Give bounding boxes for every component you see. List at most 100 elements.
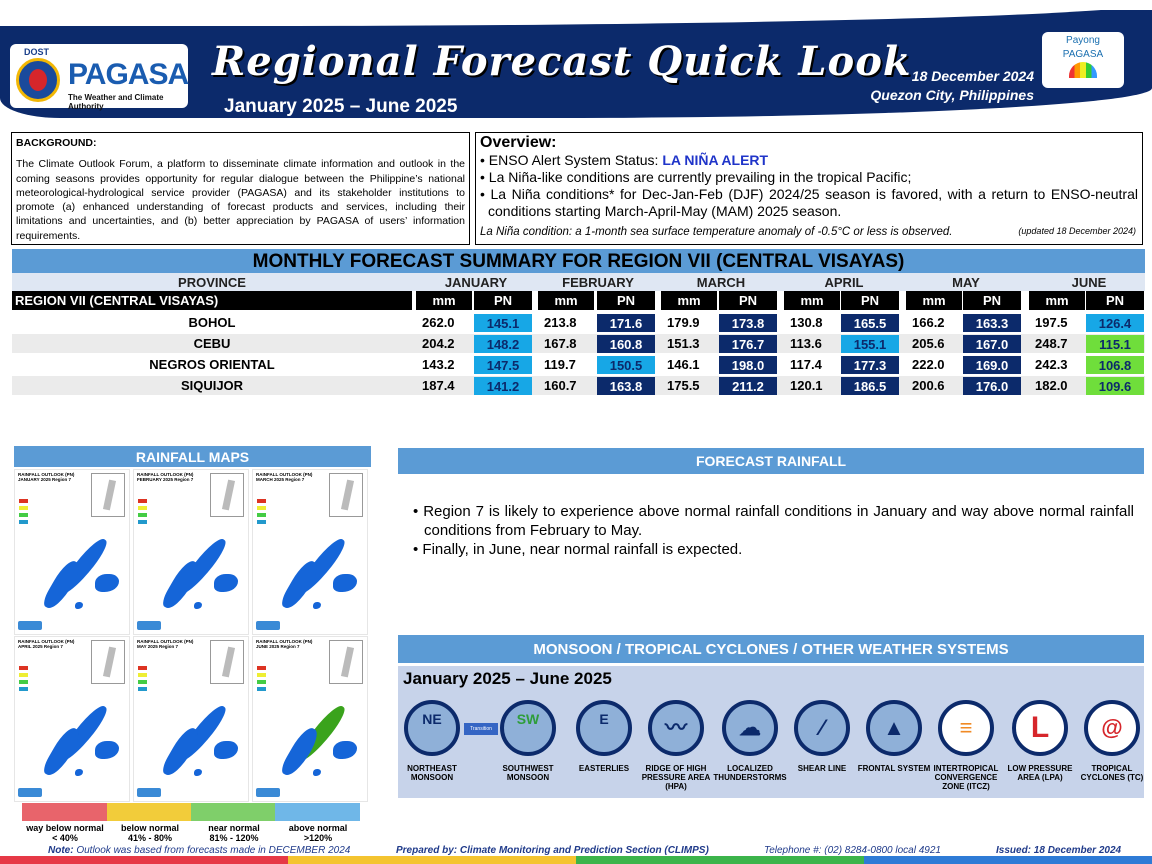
region-label: REGION VII (CENTRAL VISAYAS) (12, 291, 412, 310)
province-name: NEGROS ORIENTAL (149, 357, 275, 372)
legend-swatch (257, 680, 266, 684)
forecast-rainfall-list: Region 7 is likely to experience above n… (408, 502, 1134, 559)
mm-value: 160.7 (544, 378, 577, 393)
pagasa-wordmark: PAGASA (68, 58, 189, 91)
legend-swatch (19, 680, 28, 684)
mm-header: mm (1029, 291, 1085, 310)
rainfall-map: RAINFALL OUTLOOK (PN) APRIL 2025 Region … (14, 636, 130, 802)
pn-value: 147.5 (474, 356, 532, 374)
island-bohol (95, 574, 119, 592)
pn-value: 211.2 (719, 377, 777, 395)
map-legend (257, 496, 287, 524)
weather-system-label: LOCALIZED THUNDERSTORMS (713, 764, 787, 782)
mm-value: 179.9 (667, 315, 700, 330)
overview-updated: (updated 18 December 2024) (1018, 226, 1136, 236)
rainfall-map: RAINFALL OUTLOOK (PN) JANUARY 2025 Regio… (14, 469, 130, 635)
pn-value: 148.2 (474, 335, 532, 353)
map-logo (137, 621, 161, 630)
weather-system-label: SHEAR LINE (797, 764, 847, 773)
legend-label: below normal (120, 823, 179, 833)
weather-system-icon: 〰 (648, 700, 704, 756)
footer-note-text: Outlook was based from forecasts made in… (73, 845, 351, 856)
mm-value: 120.1 (790, 378, 823, 393)
weather-system-label: NORTHEAST MONSOON (407, 764, 457, 782)
legend-swatch (257, 513, 266, 517)
locator-shape (102, 646, 117, 678)
weather-system-label: TROPICAL CYCLONES (TC) (1080, 764, 1144, 782)
weather-system-icon: ▲ (866, 700, 922, 756)
mm-value: 146.1 (667, 357, 700, 372)
pn-header: PN (719, 291, 777, 310)
mm-header: mm (661, 291, 717, 310)
locator-inset (91, 473, 125, 517)
legend-swatch (19, 506, 28, 510)
table-row: BOHOL 262.0 145.1 213.8 171.6 179.9 173.8 130.8… (12, 313, 1145, 332)
mm-value: 130.8 (790, 315, 823, 330)
map-title: RAINFALL OUTLOOK (PN) MAY 2025 Region 7 (137, 639, 194, 649)
pn-value: 163.8 (597, 377, 655, 395)
overview-box: Overview: ENSO Alert System Status: LA N… (475, 132, 1143, 245)
mm-value: 213.8 (544, 315, 577, 330)
mm-header: mm (784, 291, 840, 310)
legend-swatch (138, 513, 147, 517)
mm-header: mm (416, 291, 472, 310)
map-legend (138, 496, 168, 524)
weather-glyph: ▲ (883, 715, 905, 740)
pn-value: 160.8 (597, 335, 655, 353)
pagasa-emblem-icon (16, 58, 60, 102)
legend-caption: near normal 81% - 120% (187, 823, 281, 843)
legend-swatch (19, 499, 28, 503)
weather-system-icon: NE (404, 700, 460, 756)
island-bohol (333, 574, 357, 592)
province-name: CEBU (193, 336, 231, 351)
pn-value: 177.3 (841, 356, 899, 374)
issue-date: 18 December 2024 (911, 68, 1034, 84)
month-header: JUNE (1071, 275, 1107, 290)
pn-value: 109.6 (1086, 377, 1144, 395)
month-header: APRIL (824, 275, 864, 290)
rainfall-maps-title: RAINFALL MAPS (14, 446, 371, 467)
table-row: SIQUIJOR 187.4 141.2 160.7 163.8 175.5 211.2 12… (12, 376, 1145, 395)
month-header: MAY (952, 275, 980, 290)
transition-arrow: Transition (464, 723, 498, 735)
mm-value: 204.2 (422, 336, 455, 351)
forecast-period: January 2025 – June 2025 (224, 96, 458, 117)
weather-glyph: ☁ (739, 715, 761, 740)
rainfall-map: RAINFALL OUTLOOK (PN) FEBRUARY 2025 Regi… (133, 469, 249, 635)
legend-swatch (138, 673, 147, 677)
month-header: JANUARY (444, 275, 508, 290)
pn-value: 141.2 (474, 377, 532, 395)
pn-value: 169.0 (963, 356, 1021, 374)
table-row: NEGROS ORIENTAL 143.2 147.5 119.7 150.5 146.1… (12, 355, 1145, 374)
legend-color (191, 803, 276, 821)
overview-bullet: La Niña conditions* for Dec-Jan-Feb (DJF… (480, 186, 1138, 220)
pn-value: 155.1 (841, 335, 899, 353)
weather-system-label: RIDGE OF HIGH PRESSURE AREA (HPA) (641, 764, 711, 791)
legend-swatch (138, 680, 147, 684)
map-logo (18, 788, 42, 797)
island-bohol (95, 741, 119, 759)
pn-header: PN (597, 291, 655, 310)
island-bohol (214, 574, 238, 592)
legend-swatch (138, 499, 147, 503)
weather-system-label: SOUTHWEST MONSOON (502, 764, 554, 782)
locator-shape (102, 479, 117, 511)
list-item: Region 7 is likely to experience above n… (408, 502, 1134, 540)
pn-value: 165.5 (841, 314, 899, 332)
map-legend (138, 663, 168, 691)
locator-shape (340, 479, 355, 511)
weather-system-label: LOW PRESSURE AREA (LPA) (1007, 764, 1073, 782)
legend-label: near normal (208, 823, 260, 833)
footer-prepared: Prepared by: Climate Monitoring and Pred… (396, 845, 709, 856)
pn-value: 176.7 (719, 335, 777, 353)
table-title: MONTHLY FORECAST SUMMARY FOR REGION VII … (12, 249, 1145, 273)
pn-value: 198.0 (719, 356, 777, 374)
province-name: BOHOL (188, 315, 236, 330)
weather-systems-period: January 2025 – June 2025 (403, 669, 612, 688)
legend-caption: below normal 41% - 80% (103, 823, 197, 843)
legend-color (22, 803, 107, 821)
background-text: The Climate Outlook Forum, a platform to… (16, 158, 465, 242)
rainfall-map: RAINFALL OUTLOOK (PN) JUNE 2025 Region 7 (252, 636, 368, 802)
pn-value: 167.0 (963, 335, 1021, 353)
weather-glyph: E (599, 711, 609, 727)
